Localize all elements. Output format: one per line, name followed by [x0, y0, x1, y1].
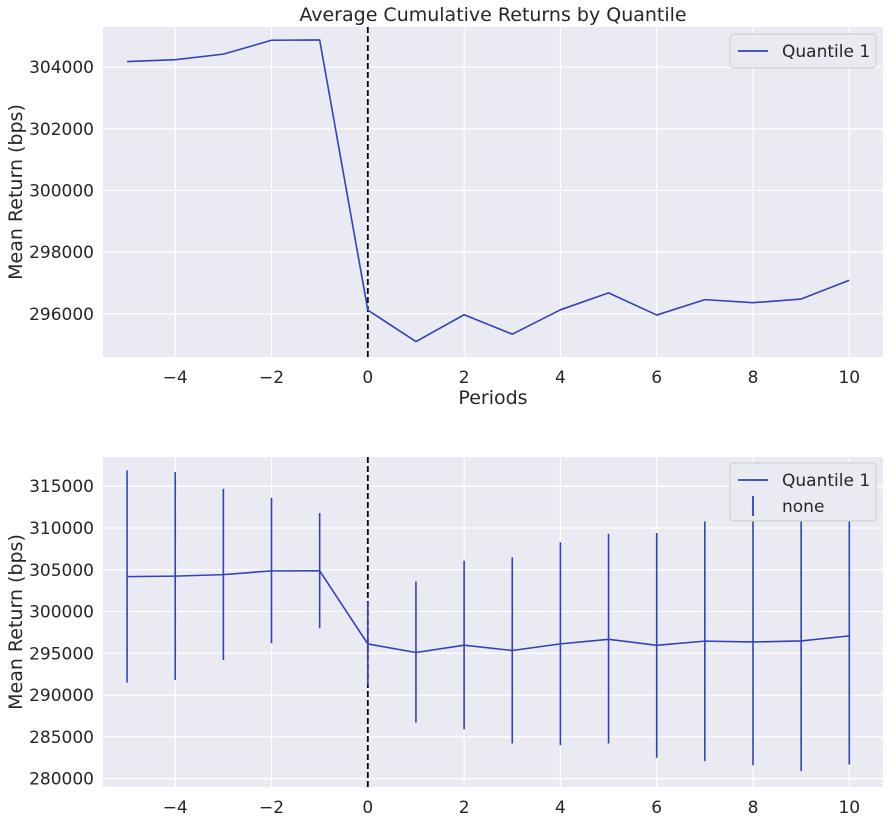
x-tick-label: 10	[838, 368, 860, 388]
y-tick-label: 285000	[29, 728, 94, 748]
legend-label-none: none	[782, 497, 824, 517]
series-marks	[127, 39, 850, 343]
x-tick-label: 2	[459, 798, 470, 818]
y-axis-label: Mean Return (bps)	[5, 104, 27, 280]
chart-title: Average Cumulative Returns by Quantile	[299, 4, 686, 26]
x-tick-label: −2	[259, 798, 284, 818]
x-tick-label: 4	[555, 368, 566, 388]
series-line-quantile-1	[127, 569, 850, 654]
tick-labels: −4 −2 0 2 4 6 8 10 296000 298000 300000 302000 30400…	[29, 58, 860, 388]
legend-label-quantile-1: Quantile 1	[782, 471, 870, 491]
series-marks	[126, 470, 851, 772]
y-tick-label: 290000	[29, 686, 94, 706]
x-axis-label: Periods	[458, 387, 527, 409]
x-tick-label: −4	[163, 368, 188, 388]
x-tick-label: 0	[362, 368, 373, 388]
y-tick-label: 302000	[29, 120, 94, 140]
x-tick-label: 4	[555, 798, 566, 818]
legend: Quantile 1	[729, 33, 877, 69]
y-tick-label: 295000	[29, 644, 94, 664]
chart-panel-bottom: −4 −2 0 2 4 6 8 10 280000 285000 290000 295000 30000…	[5, 457, 883, 818]
x-tick-label: 6	[651, 798, 662, 818]
plot-area-background	[103, 27, 883, 357]
x-tick-label: 8	[748, 368, 759, 388]
x-tick-label: 0	[362, 798, 373, 818]
y-tick-label: 300000	[29, 181, 94, 201]
y-tick-label: 305000	[29, 561, 94, 581]
y-tick-label: 315000	[29, 477, 94, 497]
y-axis-label: Mean Return (bps)	[5, 534, 27, 710]
x-tick-label: 2	[459, 368, 470, 388]
x-tick-label: −2	[259, 368, 284, 388]
y-tick-label: 298000	[29, 243, 94, 263]
series-line-quantile-1	[127, 39, 850, 343]
y-tick-label: 280000	[29, 770, 94, 790]
y-tick-label: 296000	[29, 305, 94, 325]
x-tick-label: 6	[651, 368, 662, 388]
legend-box	[729, 33, 877, 69]
x-tick-label: 8	[748, 798, 759, 818]
tick-labels: −4 −2 0 2 4 6 8 10 280000 285000 290000 295000 30000…	[29, 477, 860, 818]
y-tick-label: 310000	[29, 519, 94, 539]
legend-label-quantile-1: Quantile 1	[782, 42, 870, 62]
legend: Quantile 1 none	[729, 462, 877, 522]
legend-box	[729, 462, 877, 522]
y-tick-label: 304000	[29, 58, 94, 78]
x-tick-label: 10	[838, 798, 860, 818]
y-tick-label: 300000	[29, 603, 94, 623]
chart-panel-top: −4 −2 0 2 4 6 8 10 296000 298000 300000 302000 30400…	[5, 4, 883, 409]
x-tick-label: −4	[163, 798, 188, 818]
